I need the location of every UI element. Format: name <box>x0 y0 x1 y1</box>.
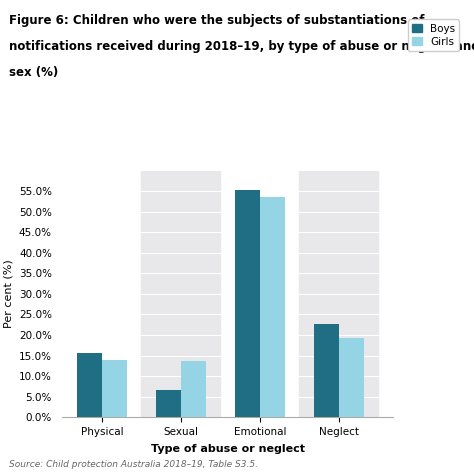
Bar <box>314 324 339 417</box>
Bar <box>339 338 364 417</box>
Text: Figure 6: Children who were the subjects of substantiations of: Figure 6: Children who were the subjects… <box>9 14 425 27</box>
Bar <box>300 171 378 417</box>
X-axis label: Type of abuse or neglect: Type of abuse or neglect <box>151 444 304 454</box>
Bar <box>181 361 206 417</box>
Text: sex (%): sex (%) <box>9 66 59 79</box>
Bar <box>260 197 285 417</box>
Bar <box>155 391 181 417</box>
Bar <box>102 360 127 417</box>
Text: Source: Child protection Australia 2018–19, Table S3.5.: Source: Child protection Australia 2018–… <box>9 460 258 469</box>
Legend: Boys, Girls: Boys, Girls <box>408 19 459 51</box>
Text: notifications received during 2018–19, by type of abuse or neglect and: notifications received during 2018–19, b… <box>9 40 474 53</box>
Bar <box>141 171 220 417</box>
Bar <box>235 191 260 417</box>
Y-axis label: Per cent (%): Per cent (%) <box>3 259 13 328</box>
Bar <box>77 353 102 417</box>
